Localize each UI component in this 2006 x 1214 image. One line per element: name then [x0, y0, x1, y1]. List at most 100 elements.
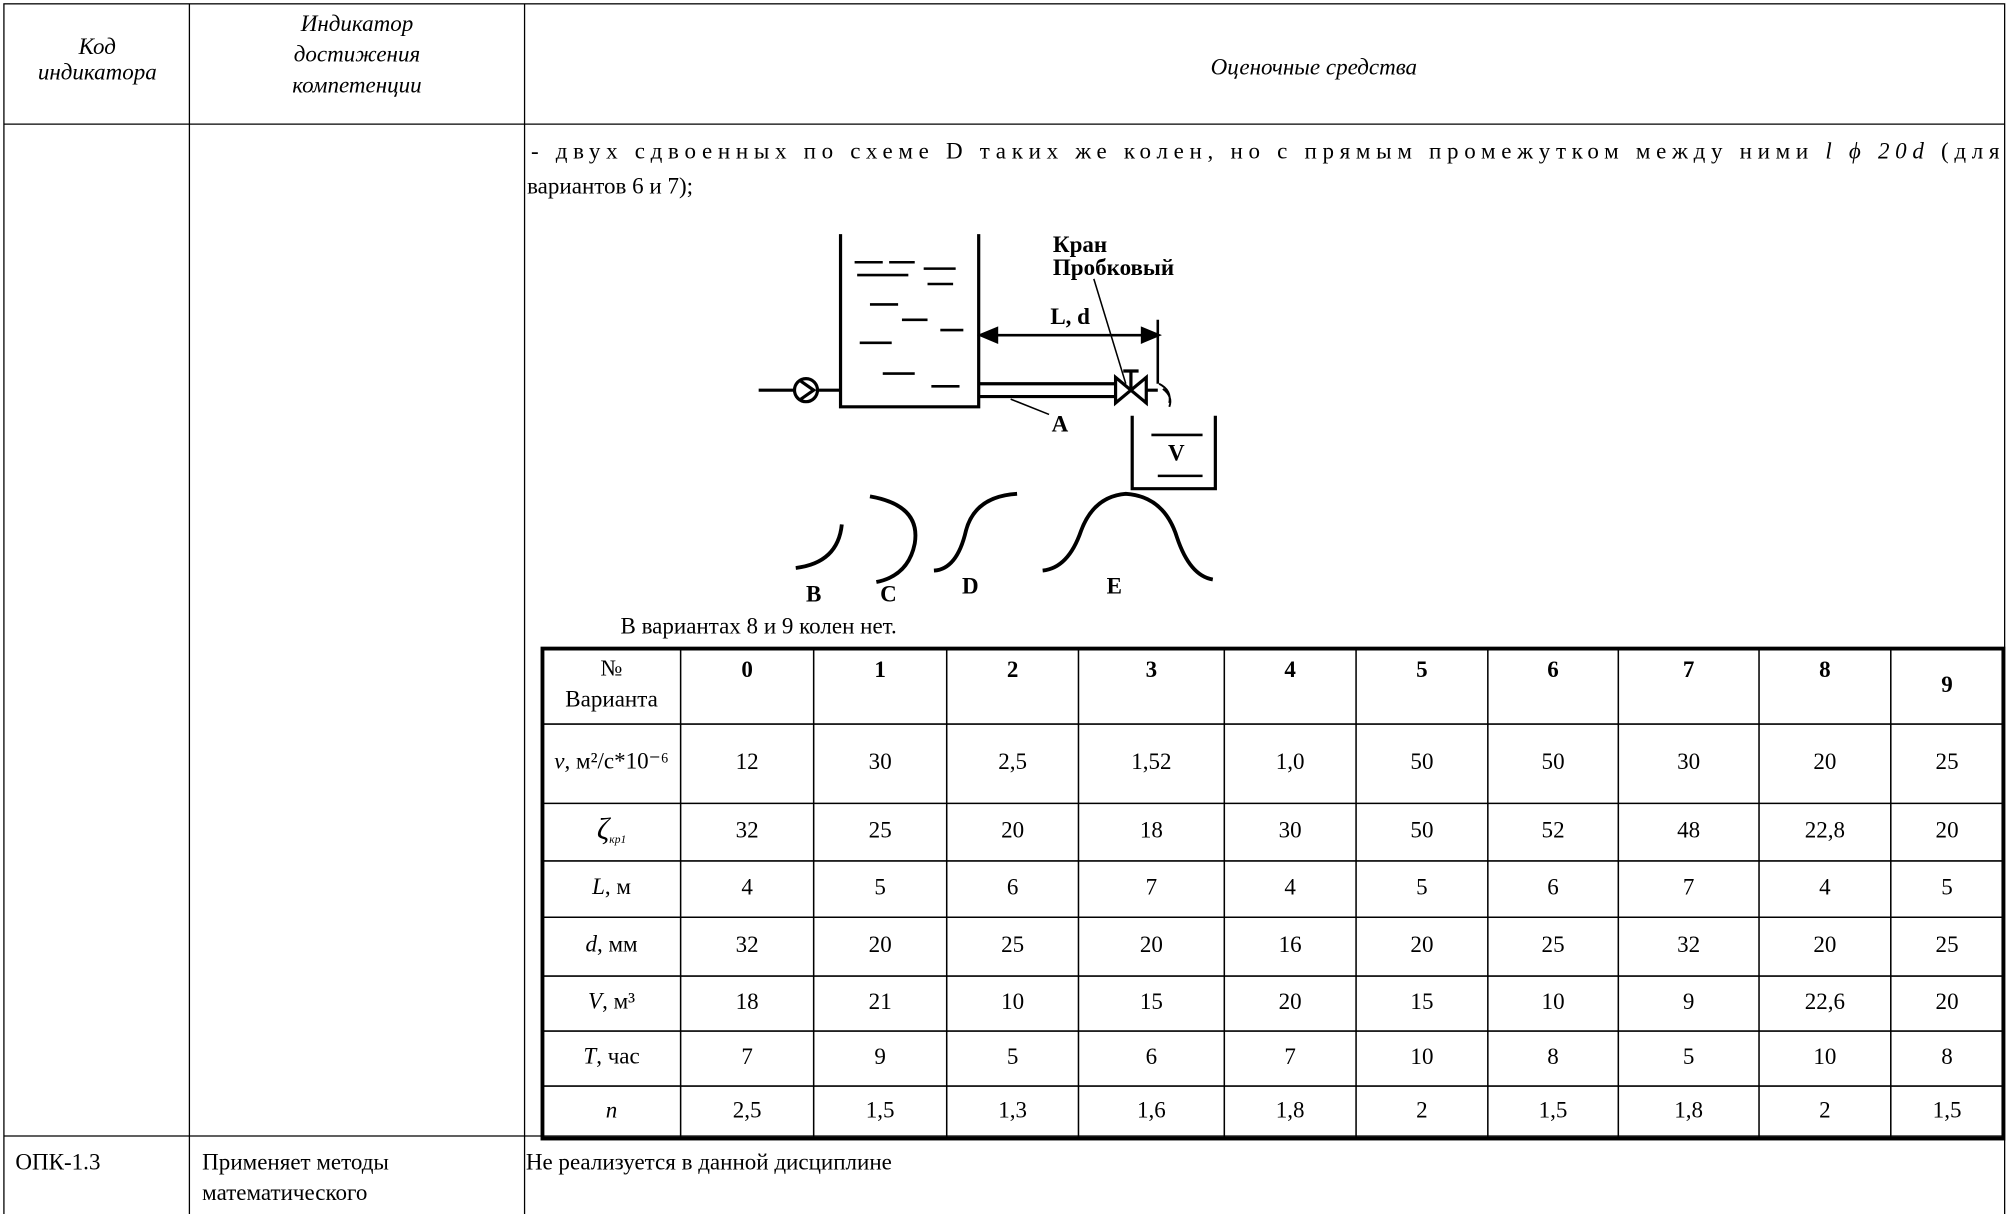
table-header: 7: [1683, 656, 1695, 682]
header-cell: индикатора: [38, 58, 157, 84]
cell-value: 7: [1146, 873, 1158, 899]
symbol: T: [583, 1043, 598, 1069]
cell-value: 15: [1140, 988, 1163, 1014]
cell-value: 50: [1410, 816, 1433, 842]
cell-value: 4: [1819, 873, 1831, 899]
cell-value: 5: [1416, 873, 1428, 899]
row-label: ν, м²/с*10⁻⁶: [554, 748, 669, 774]
pipe: [978, 382, 1158, 399]
cell-value: 18: [736, 988, 759, 1014]
table-border: [540, 646, 2006, 1141]
valve: [1113, 373, 1148, 407]
cell-value: 20: [1279, 988, 1302, 1014]
cell-value: 6: [1146, 1043, 1158, 1069]
valve-stem: [1123, 369, 1139, 391]
header-cell: достижения: [294, 41, 420, 67]
figure-label: B: [806, 580, 821, 606]
means-cell: Не реализуется в данной дисциплине: [526, 1148, 892, 1174]
cell-value: 50: [1542, 748, 1565, 774]
cell-value: 5: [1941, 873, 1953, 899]
row-label: V, м³: [588, 988, 635, 1014]
row-label: ζкр1: [597, 812, 626, 846]
table-header: 3: [1146, 656, 1158, 682]
cell-value: 10: [1542, 988, 1565, 1014]
cell-value: 20: [1410, 931, 1433, 957]
pump: [792, 377, 820, 404]
cell-value: 15: [1410, 988, 1433, 1014]
cell-value: 1,52: [1131, 748, 1171, 774]
table-header: №: [601, 655, 623, 681]
figure-label: V: [1168, 440, 1185, 466]
table-header: 5: [1416, 656, 1428, 682]
cell-value: 1,0: [1276, 748, 1305, 774]
symbol: d: [585, 931, 597, 957]
cell-value: 6: [1547, 873, 1559, 899]
table-header: 1: [874, 656, 886, 682]
cell-value: 8: [1547, 1043, 1559, 1069]
symbol: n: [606, 1097, 618, 1123]
figure-label: E: [1107, 573, 1122, 599]
cell-value: 30: [1677, 748, 1700, 774]
elbow-b: [795, 524, 844, 570]
cell-value: 50: [1410, 748, 1433, 774]
cell-value: 4: [1284, 873, 1296, 899]
cell-value: 30: [1279, 816, 1302, 842]
cell-value: 1,8: [1674, 1097, 1703, 1123]
cell-value: 9: [1683, 988, 1695, 1014]
cell-value: 20: [1001, 816, 1024, 842]
cell-value: 20: [1936, 816, 1959, 842]
text-run: (для: [1930, 138, 2000, 164]
jet: [1158, 382, 1172, 408]
cell-value: 20: [1936, 988, 1959, 1014]
unit: , час: [596, 1043, 640, 1069]
tank: [838, 234, 981, 409]
cell-value: 2,5: [998, 748, 1027, 774]
body-line: вариантов 6 и 7);: [527, 172, 693, 198]
cell-value: 5: [1007, 1043, 1019, 1069]
indicator-cell: Применяет методы: [202, 1148, 389, 1174]
cell-value: 2,5: [733, 1097, 762, 1123]
unit: , м: [605, 873, 632, 899]
figure-label: C: [880, 580, 897, 606]
unit: , м³: [602, 988, 635, 1014]
figure-label: L, d: [1050, 303, 1090, 329]
leader: [1093, 278, 1127, 384]
symbol: V: [588, 988, 605, 1014]
cell-value: 1,8: [1276, 1097, 1305, 1123]
elbow-e: [1042, 491, 1214, 582]
outer-border: [3, 3, 2006, 1214]
cell-value: 20: [1813, 931, 1836, 957]
dimension-arrow: [977, 326, 1162, 344]
cell-value: 5: [1683, 1043, 1695, 1069]
subscript: кр1: [609, 833, 626, 845]
cell-value: 7: [1683, 873, 1695, 899]
cell-value: 22,8: [1805, 816, 1845, 842]
cell-value: 2: [1819, 1097, 1831, 1123]
water: [1151, 433, 1203, 478]
elbow-d: [933, 491, 1018, 573]
cell-value: 1,5: [866, 1097, 895, 1123]
cell-value: 22,6: [1805, 988, 1845, 1014]
caption: В вариантах 8 и 9 колен нет.: [621, 612, 897, 638]
cell-value: 25: [1936, 931, 1959, 957]
cell-value: 10: [1001, 988, 1024, 1014]
body-line: - двух сдвоенных по схеме D таких же кол…: [531, 138, 2000, 164]
leader: [1010, 398, 1050, 416]
figure-label: A: [1052, 410, 1069, 436]
cell-value: 9: [874, 1043, 886, 1069]
elbow-c: [869, 494, 918, 584]
code-cell: ОПК-1.3: [15, 1148, 100, 1174]
cell-value: 20: [1140, 931, 1163, 957]
cell-value: 5: [874, 873, 886, 899]
cell-value: 10: [1410, 1043, 1433, 1069]
pump-arrow: [799, 379, 817, 401]
table-header: 9: [1941, 671, 1953, 697]
cell-value: 12: [736, 748, 759, 774]
header-cell: Индикатор: [300, 10, 414, 36]
row-label: L, м: [591, 873, 631, 899]
text-run: - двух сдвоенных по схеме D таких же кол…: [531, 138, 1820, 164]
unit: , мм: [597, 931, 638, 957]
